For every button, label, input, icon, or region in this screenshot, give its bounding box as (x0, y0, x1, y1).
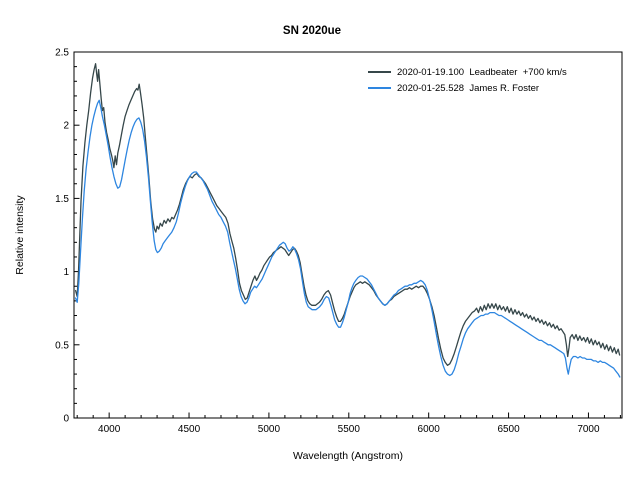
y-tick-label: 2.5 (55, 48, 69, 59)
spectrum-line-foster (74, 99, 621, 378)
legend-line-swatch-blue (368, 87, 391, 89)
x-tick-label: 5000 (258, 424, 281, 435)
legend-line-swatch-dark (368, 71, 391, 73)
x-axis-label: Wavelength (Angstrom) (293, 450, 403, 462)
y-tick-label: 1 (63, 267, 69, 278)
y-tick-label: 2 (63, 121, 69, 132)
x-tick-label: 4000 (98, 424, 121, 435)
y-tick-label: 0 (63, 414, 69, 425)
x-tick-label: 5500 (338, 424, 361, 435)
x-tick-label: 7000 (577, 424, 600, 435)
x-tick-label: 6500 (497, 424, 520, 435)
x-tick-label: 6000 (418, 424, 441, 435)
plot-border (73, 51, 623, 419)
x-tick-label: 4500 (178, 424, 201, 435)
spectrum-line-leadbeater (74, 63, 621, 366)
y-tick-label: 0.5 (55, 340, 69, 351)
legend-label: 2020-01-19.100 Leadbeater +700 km/s (397, 66, 567, 78)
y-tick-label: 1.5 (55, 194, 69, 205)
legend-label: 2020-01-25.528 James R. Foster (397, 82, 540, 94)
legend: 2020-01-19.100 Leadbeater +700 km/s 2020… (368, 64, 567, 96)
legend-entry-foster: 2020-01-25.528 James R. Foster (368, 80, 567, 96)
y-axis-label: Relative intensity (14, 195, 26, 275)
chart-title: SN 2020ue (282, 25, 342, 37)
legend-entry-leadbeater: 2020-01-19.100 Leadbeater +700 km/s (368, 64, 567, 80)
